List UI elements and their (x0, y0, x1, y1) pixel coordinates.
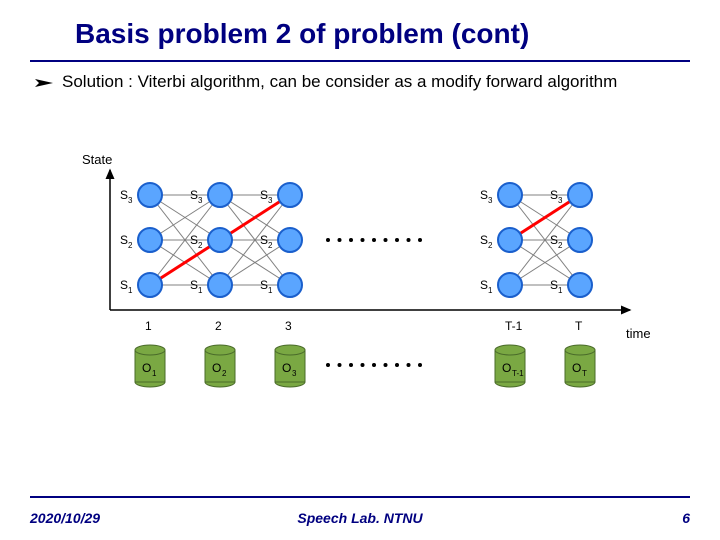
footer-lab: Speech Lab. NTNU (0, 510, 720, 526)
svg-text:time: time (626, 326, 650, 341)
svg-text:S: S (550, 188, 558, 202)
svg-text:2: 2 (215, 319, 222, 333)
svg-text:S: S (550, 278, 558, 292)
svg-text:S: S (260, 233, 268, 247)
svg-text:S: S (260, 278, 268, 292)
svg-text:2: 2 (488, 241, 493, 250)
svg-text:2: 2 (558, 241, 563, 250)
svg-text:3: 3 (198, 196, 203, 205)
bullet-icon (35, 79, 53, 87)
svg-text:3: 3 (128, 196, 133, 205)
svg-text:1: 1 (488, 286, 493, 295)
svg-text:S: S (550, 233, 558, 247)
svg-text:T: T (582, 369, 587, 378)
svg-text:2: 2 (128, 241, 133, 250)
svg-text:S: S (120, 278, 128, 292)
svg-text:3: 3 (292, 369, 297, 378)
svg-text:1: 1 (558, 286, 563, 295)
svg-text:T: T (575, 319, 583, 333)
svg-text:S: S (480, 188, 488, 202)
svg-text:1: 1 (268, 286, 273, 295)
page-number: 6 (682, 510, 690, 526)
svg-text:3: 3 (285, 319, 292, 333)
svg-text:S: S (190, 188, 198, 202)
svg-text:S: S (480, 233, 488, 247)
svg-text:O: O (282, 361, 291, 375)
svg-text:S: S (190, 278, 198, 292)
title-underline (30, 60, 690, 62)
svg-text:2: 2 (198, 241, 203, 250)
svg-text:S: S (480, 278, 488, 292)
svg-text:1: 1 (128, 286, 133, 295)
svg-text:1: 1 (198, 286, 203, 295)
svg-text:S: S (120, 233, 128, 247)
viterbi-trellis-diagram: StatetimeS3S2S11O1S3S2S12O2S3S2S13O3S3S2… (70, 140, 650, 430)
svg-text:T-1: T-1 (512, 369, 524, 378)
svg-text:3: 3 (488, 196, 493, 205)
svg-text:O: O (142, 361, 151, 375)
svg-text:T-1: T-1 (505, 319, 523, 333)
svg-text:O: O (212, 361, 221, 375)
svg-text:O: O (502, 361, 511, 375)
svg-text:2: 2 (222, 369, 227, 378)
bullet-text: Solution : Viterbi algorithm, can be con… (62, 70, 700, 94)
svg-text:3: 3 (558, 196, 563, 205)
svg-text:1: 1 (145, 319, 152, 333)
svg-text:S: S (120, 188, 128, 202)
svg-text:S: S (260, 188, 268, 202)
svg-text:O: O (572, 361, 581, 375)
svg-text:State: State (82, 152, 112, 167)
svg-text:1: 1 (152, 369, 157, 378)
svg-text:S: S (190, 233, 198, 247)
footer-line (30, 496, 690, 498)
slide-title: Basis problem 2 of problem (cont) (75, 18, 529, 50)
svg-text:2: 2 (268, 241, 273, 250)
svg-text:3: 3 (268, 196, 273, 205)
